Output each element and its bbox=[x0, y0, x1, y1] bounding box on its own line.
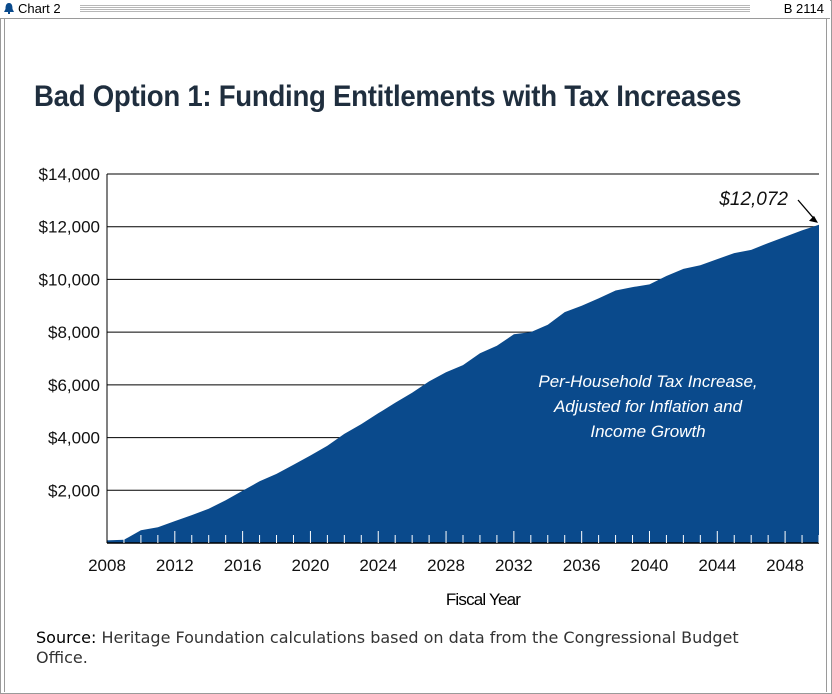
x-tick-label-2048: 2048 bbox=[766, 556, 804, 575]
y-tick-label-4000: $4,000 bbox=[48, 429, 100, 448]
chart-number-label: Chart 2 bbox=[18, 1, 65, 16]
area-series-tax-increase bbox=[107, 224, 819, 544]
chart-report-id: B 2114 bbox=[779, 1, 824, 16]
source-note: Source: Heritage Foundation calculations… bbox=[36, 628, 776, 668]
x-tick-label-2012: 2012 bbox=[156, 556, 194, 575]
x-tick-label-2044: 2044 bbox=[698, 556, 736, 575]
y-tick-label-6000: $6,000 bbox=[48, 376, 100, 395]
x-tick-label-2032: 2032 bbox=[495, 556, 533, 575]
x-axis-label: Fiscal Year bbox=[446, 590, 521, 609]
y-axis: $2,000 $4,000 $6,000 $8,000 $10,000 $12,000 $1… bbox=[39, 165, 108, 543]
chart-title: Bad Option 1: Funding Entitlements with … bbox=[34, 80, 742, 113]
x-tick-label-2024: 2024 bbox=[359, 556, 397, 575]
x-tick-label-2020: 2020 bbox=[292, 556, 330, 575]
y-tick-label-10000: $10,000 bbox=[39, 270, 100, 289]
x-tick-label-2040: 2040 bbox=[631, 556, 669, 575]
y-tick-label-14000: $14,000 bbox=[39, 165, 100, 184]
end-value-arrow bbox=[797, 199, 816, 221]
y-tick-label-8000: $8,000 bbox=[48, 323, 100, 342]
series-label-line-2: Adjusted for Inflation and bbox=[553, 397, 743, 416]
x-tick-label-2036: 2036 bbox=[563, 556, 601, 575]
series-label-line-1: Per-Household Tax Increase, bbox=[538, 372, 757, 391]
x-tick-label-2016: 2016 bbox=[224, 556, 262, 575]
header-rules bbox=[80, 4, 750, 13]
end-value-label: $12,072 bbox=[718, 189, 788, 210]
header-bar: Chart 2 B 2114 bbox=[0, 0, 830, 19]
series-label-line-3: Income Growth bbox=[590, 422, 705, 441]
liberty-bell-icon bbox=[4, 3, 14, 14]
x-tick-label-2008: 2008 bbox=[88, 556, 126, 575]
area-chart: 2008 2012 2016 2020 2024 2028 2032 2036 2040 2044… bbox=[39, 165, 820, 609]
left-border-rule bbox=[4, 19, 5, 692]
x-tick-label-2028: 2028 bbox=[427, 556, 465, 575]
y-tick-label-12000: $12,000 bbox=[39, 218, 100, 237]
x-axis: 2008 2012 2016 2020 2024 2028 2032 2036 2040 2044… bbox=[88, 531, 820, 575]
end-value-arrowhead bbox=[809, 215, 818, 223]
y-tick-label-2000: $2,000 bbox=[48, 481, 100, 500]
source-text: Heritage Foundation calculations based o… bbox=[36, 628, 739, 667]
right-border-rule bbox=[826, 19, 827, 692]
source-label: Source: bbox=[36, 628, 97, 647]
series-label: Per-Household Tax Increase, Adjusted for … bbox=[538, 372, 757, 441]
